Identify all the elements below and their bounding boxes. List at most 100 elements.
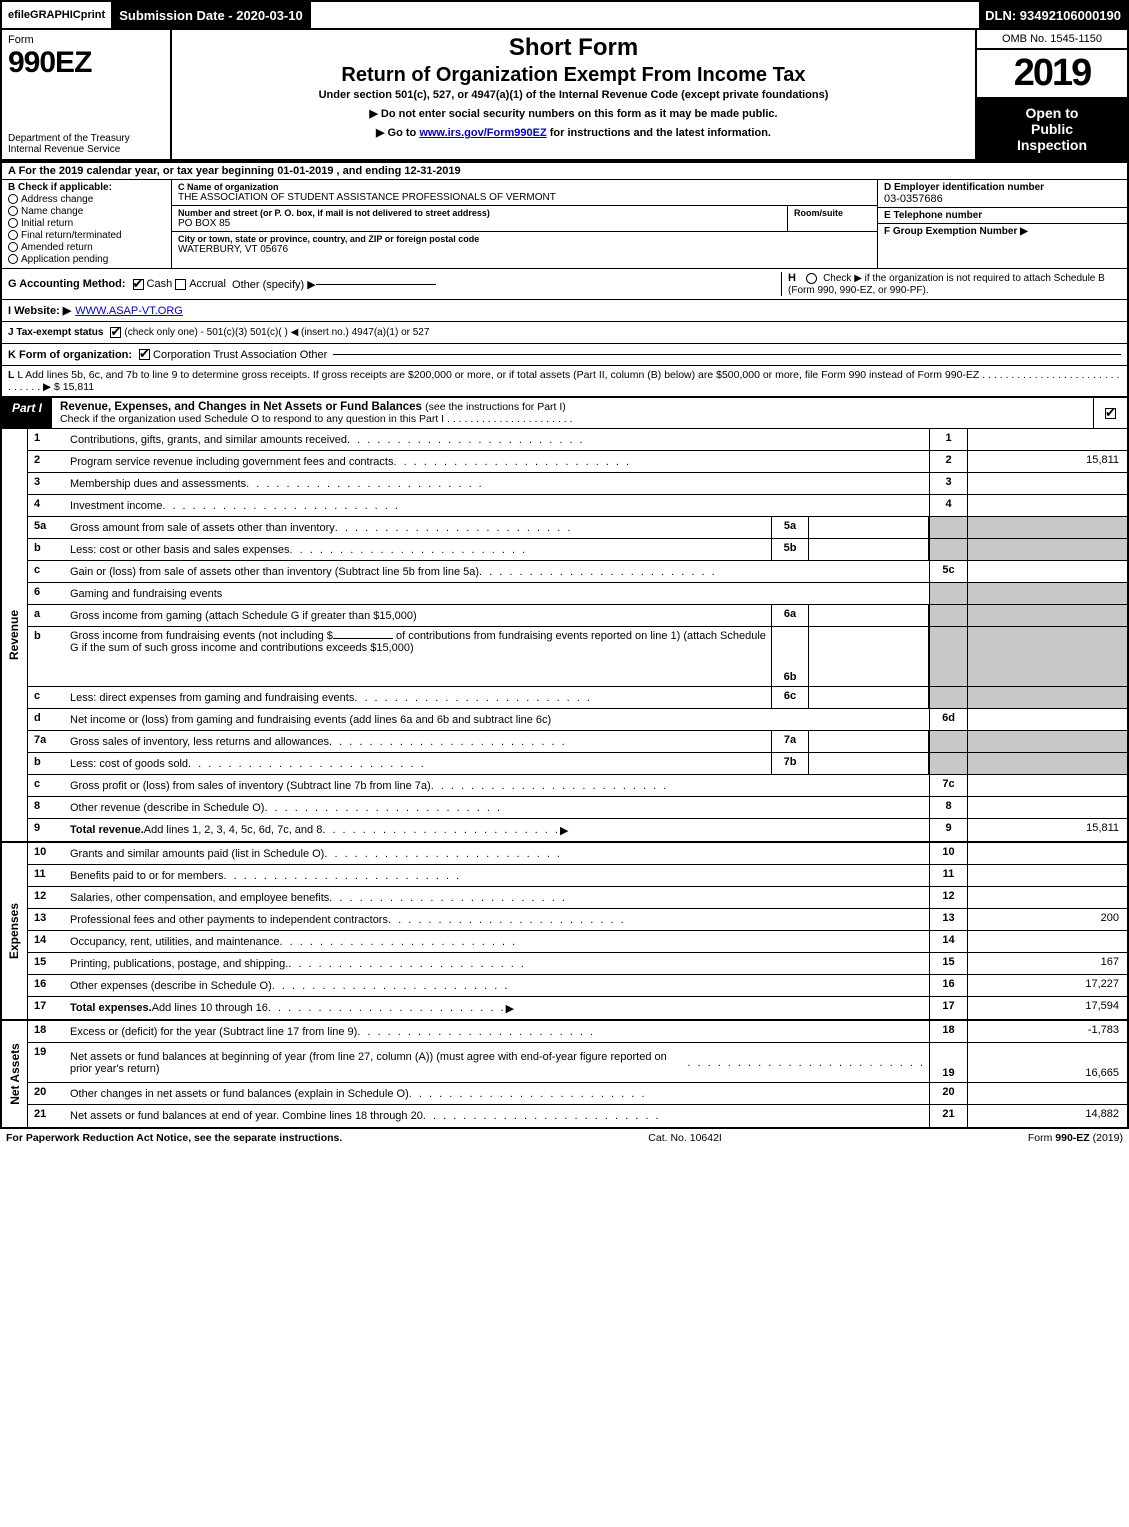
table-row: 13Professional fees and other payments t… <box>28 909 1127 931</box>
table-row: 17Total expenses. Add lines 10 through 1… <box>28 997 1127 1019</box>
table-row: 5aGross amount from sale of assets other… <box>28 517 1127 539</box>
part-1-title: Revenue, Expenses, and Changes in Net As… <box>52 398 1093 428</box>
city-value: WATERBURY, VT 05676 <box>178 244 871 255</box>
i-label: I Website: ▶ <box>8 304 71 317</box>
under-section: Under section 501(c), 527, or 4947(a)(1)… <box>180 89 967 101</box>
net-assets-rows: 18Excess or (deficit) for the year (Subt… <box>28 1021 1127 1127</box>
website-link[interactable]: WWW.ASAP-VT.ORG <box>75 305 183 317</box>
footer-left: For Paperwork Reduction Act Notice, see … <box>6 1132 342 1144</box>
expenses-side-label: Expenses <box>2 843 28 1019</box>
circle-icon <box>8 206 18 216</box>
circle-icon <box>8 242 18 252</box>
city-label: City or town, state or province, country… <box>178 234 871 244</box>
table-row: 10Grants and similar amounts paid (list … <box>28 843 1127 865</box>
line-a-period: A For the 2019 calendar year, or tax yea… <box>0 163 1129 180</box>
chk-final-return[interactable]: Final return/terminated <box>8 230 165 241</box>
submission-date: Submission Date - 2020-03-10 <box>113 2 311 28</box>
table-row: 11Benefits paid to or for members11 <box>28 865 1127 887</box>
k-opts: Corporation Trust Association Other <box>153 349 327 361</box>
table-row: cGross profit or (loss) from sales of in… <box>28 775 1127 797</box>
dept-1: Department of the Treasury <box>8 133 130 144</box>
column-c: C Name of organization THE ASSOCIATION O… <box>172 180 877 268</box>
street-label: Number and street (or P. O. box, if mail… <box>178 208 781 218</box>
efile-prefix: efile <box>8 9 30 21</box>
circle-icon <box>8 254 18 264</box>
table-row: 2Program service revenue including gover… <box>28 451 1127 473</box>
goto-link[interactable]: www.irs.gov/Form990EZ <box>419 127 546 139</box>
net-assets-side-label: Net Assets <box>2 1021 28 1127</box>
chk-h[interactable] <box>806 273 817 284</box>
table-row: 12Salaries, other compensation, and empl… <box>28 887 1127 909</box>
h-block: H Check ▶ if the organization is not req… <box>781 272 1121 296</box>
table-row: 7aGross sales of inventory, less returns… <box>28 731 1127 753</box>
top-bar: efile GRAPHIC print Submission Date - 20… <box>0 0 1129 28</box>
city-cell: City or town, state or province, country… <box>172 232 877 257</box>
org-name-cell: C Name of organization THE ASSOCIATION O… <box>172 180 877 206</box>
chk-application-pending[interactable]: Application pending <box>8 254 165 265</box>
chk-accrual[interactable] <box>175 279 186 290</box>
arrow-icon: ▶ <box>506 1002 514 1015</box>
part-1-tab: Part I <box>2 398 52 428</box>
line-l: L L Add lines 5b, 6c, and 7b to line 9 t… <box>0 366 1129 398</box>
footer-right: Form 990-EZ (2019) <box>1028 1132 1123 1144</box>
part-1-header: Part I Revenue, Expenses, and Changes in… <box>0 398 1129 429</box>
expenses-rows: 10Grants and similar amounts paid (list … <box>28 843 1127 1019</box>
table-row: 6Gaming and fundraising events <box>28 583 1127 605</box>
chk-initial-return[interactable]: Initial return <box>8 218 165 229</box>
chk-corporation[interactable] <box>139 349 150 360</box>
org-name-value: THE ASSOCIATION OF STUDENT ASSISTANCE PR… <box>178 192 871 203</box>
g-other: Other (specify) ▶ <box>232 278 316 291</box>
chk-address-change[interactable]: Address change <box>8 194 165 205</box>
chk-name-change[interactable]: Name change <box>8 206 165 217</box>
ein-value: 03-0357686 <box>884 193 1121 205</box>
efile-bold: GRAPHIC <box>30 9 81 21</box>
g-accrual: Accrual <box>189 278 226 290</box>
table-row: 19Net assets or fund balances at beginni… <box>28 1043 1127 1083</box>
line-j: J Tax-exempt status (check only one) - 5… <box>0 322 1129 344</box>
table-row: 8Other revenue (describe in Schedule O)8 <box>28 797 1127 819</box>
revenue-side-label: Revenue <box>2 429 28 841</box>
table-row: 16Other expenses (describe in Schedule O… <box>28 975 1127 997</box>
header-left: Form 990EZ Department of the Treasury In… <box>2 30 172 159</box>
open-to-public: Open to Public Inspection <box>977 99 1127 159</box>
k-lead: K Form of organization: <box>8 349 132 361</box>
table-row: cLess: direct expenses from gaming and f… <box>28 687 1127 709</box>
ein-cell: D Employer identification number 03-0357… <box>878 180 1127 208</box>
group-exemption-cell: F Group Exemption Number ▶ <box>878 224 1127 268</box>
form-number: 990EZ <box>8 46 164 80</box>
efile-print-button[interactable]: efile GRAPHIC print <box>2 2 113 28</box>
chk-schedule-o[interactable] <box>1105 408 1116 419</box>
g-label: G Accounting Method: <box>8 278 126 290</box>
omb-number: OMB No. 1545-1150 <box>977 30 1127 50</box>
open-2: Public <box>1031 121 1073 137</box>
table-row: 21Net assets or fund balances at end of … <box>28 1105 1127 1127</box>
table-row: 18Excess or (deficit) for the year (Subt… <box>28 1021 1127 1043</box>
l-text: L Add lines 5b, 6c, and 7b to line 9 to … <box>8 369 1119 393</box>
table-row: cGain or (loss) from sale of assets othe… <box>28 561 1127 583</box>
chk-amended-return[interactable]: Amended return <box>8 242 165 253</box>
part-1-check-line: Check if the organization used Schedule … <box>60 413 572 425</box>
k-blank <box>333 354 1121 355</box>
return-title: Return of Organization Exempt From Incom… <box>180 64 967 87</box>
header-right: OMB No. 1545-1150 2019 Open to Public In… <box>977 30 1127 159</box>
ein-label: D Employer identification number <box>884 182 1121 193</box>
circle-icon <box>8 194 18 204</box>
form-header: Form 990EZ Department of the Treasury In… <box>0 28 1129 163</box>
table-row: dNet income or (loss) from gaming and fu… <box>28 709 1127 731</box>
header-center: Short Form Return of Organization Exempt… <box>172 30 977 159</box>
arrow-icon: ▶ <box>560 824 568 837</box>
chk-501c3[interactable] <box>110 327 121 338</box>
tax-year: 2019 <box>977 50 1127 99</box>
line-i: I Website: ▶ WWW.ASAP-VT.ORG <box>0 300 1129 322</box>
chk-cash[interactable] <box>133 279 144 290</box>
h-label: H <box>788 272 796 284</box>
part-1-end-check <box>1093 398 1127 428</box>
goto-line: ▶ Go to www.irs.gov/Form990EZ for instru… <box>180 126 967 139</box>
table-row: 9Total revenue. Add lines 1, 2, 3, 4, 5c… <box>28 819 1127 841</box>
page-footer: For Paperwork Reduction Act Notice, see … <box>0 1129 1129 1147</box>
table-row: bLess: cost of goods sold7b <box>28 753 1127 775</box>
dln: DLN: 93492106000190 <box>979 2 1127 28</box>
revenue-rows: 1Contributions, gifts, grants, and simil… <box>28 429 1127 841</box>
goto-prefix: ▶ Go to <box>376 127 419 139</box>
circle-icon <box>8 218 18 228</box>
